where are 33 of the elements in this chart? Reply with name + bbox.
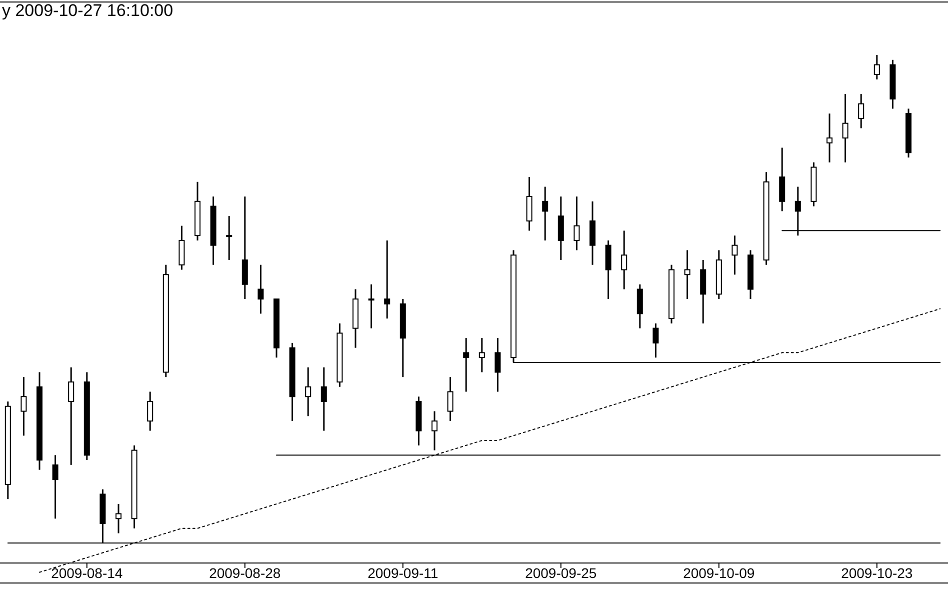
chart-title: y 2009-10-27 16:10:00 — [2, 1, 174, 20]
candlestick — [858, 93, 864, 129]
candlestick — [842, 93, 848, 164]
x-tick-label: 2009-08-14 — [51, 565, 123, 581]
candlestick — [226, 215, 232, 261]
x-tick-label: 2009-08-28 — [209, 565, 281, 581]
candlestick — [652, 322, 659, 358]
candlestick — [494, 337, 501, 392]
candlestick — [368, 284, 374, 330]
candlestick — [384, 240, 390, 320]
candlestick — [542, 186, 548, 242]
candlestick — [463, 337, 470, 392]
candlestick — [116, 503, 122, 534]
x-tick-label: 2009-10-09 — [683, 565, 755, 581]
candlestick — [447, 376, 454, 422]
candlestick — [478, 337, 485, 373]
candlestick — [874, 54, 880, 80]
candlestick — [574, 196, 580, 251]
candlestick — [826, 112, 832, 164]
candlestick — [320, 366, 327, 432]
candlestick — [20, 376, 27, 436]
x-tick-label: 2009-09-25 — [525, 565, 597, 581]
candlestick — [68, 366, 74, 466]
candlestick — [52, 454, 58, 520]
candlestick — [258, 264, 264, 314]
x-tick-label: 2009-09-11 — [368, 565, 438, 581]
candlestick — [147, 390, 154, 432]
candlestick — [732, 234, 738, 276]
candlestick — [621, 230, 628, 290]
candlestick — [432, 410, 438, 452]
candlestick — [684, 249, 690, 300]
candlestick — [305, 366, 312, 417]
x-tick-label: 2009-10-23 — [841, 565, 913, 581]
